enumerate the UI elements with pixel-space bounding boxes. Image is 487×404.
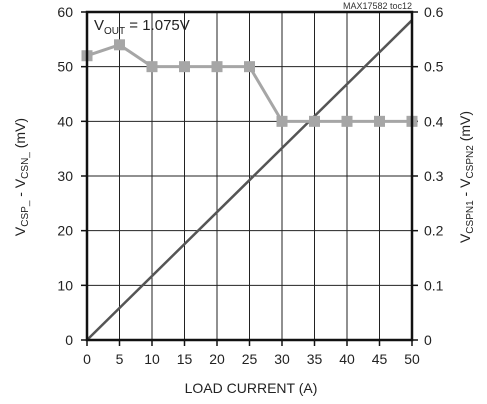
vout-annotation: VOUT = 1.075V xyxy=(94,17,190,37)
y2-tick-label: 0.2 xyxy=(424,223,444,239)
series-2-point xyxy=(146,61,158,73)
figure-id: MAX17582 toc12 xyxy=(343,1,412,11)
x-axis-title: LOAD CURRENT (A) xyxy=(185,380,318,396)
y2-tick-label: 0.4 xyxy=(424,113,444,129)
ylabel-mid: - V xyxy=(12,178,28,200)
y-axis-title: VCSP_ - VCSN_ (mV) xyxy=(12,118,31,236)
y2label-b-sub: CSPN2 xyxy=(465,145,476,179)
plot-frame xyxy=(85,10,414,342)
y-tick-label: 30 xyxy=(57,168,73,184)
annot-main: V xyxy=(94,17,104,34)
series-2-point xyxy=(341,115,353,127)
x-tick-label: 5 xyxy=(116,351,124,367)
y-tick-label: 60 xyxy=(57,4,73,20)
annot-sub: OUT xyxy=(104,26,125,37)
ylabel-b-sub: CSN_ xyxy=(20,152,31,179)
y2label-a: V xyxy=(457,233,473,243)
x-tick-label: 40 xyxy=(339,351,355,367)
series-2-point xyxy=(179,61,190,73)
y2-axis-title: VCSPN1 - VCSPN2 (mV) xyxy=(457,111,476,243)
y2label-end: (mV) xyxy=(457,111,473,145)
x-tick-label: 15 xyxy=(177,351,193,367)
series-2-point xyxy=(211,61,223,73)
x-tick-label: 0 xyxy=(83,351,91,367)
series-2-point xyxy=(114,39,125,51)
y-tick-label: 10 xyxy=(57,277,73,293)
tick-labels: 0 5 10 15 20 25 30 35 40 45 50010203040506000.10.2… xyxy=(57,4,443,367)
x-tick-label: 35 xyxy=(307,351,323,367)
y2-tick-label: 0 xyxy=(424,332,432,348)
series-2-point xyxy=(244,61,255,73)
y2-tick-label: 0.6 xyxy=(424,4,444,20)
ylabel-a-sub: CSP_ xyxy=(20,200,31,227)
x-tick-label: 45 xyxy=(372,351,388,367)
y-tick-label: 50 xyxy=(57,59,73,75)
y2label-mid: - V xyxy=(457,178,473,200)
series-2-point xyxy=(309,115,320,127)
ylabel-end: (mV) xyxy=(12,118,28,152)
y2-tick-label: 0.3 xyxy=(424,168,444,184)
series-2-point xyxy=(276,115,288,127)
annot-rest: = 1.075V xyxy=(125,17,190,34)
series-2-point xyxy=(374,115,385,127)
y2label-a-sub: CSPN1 xyxy=(465,200,476,234)
y-tick-label: 0 xyxy=(65,332,73,348)
y-tick-label: 40 xyxy=(57,113,73,129)
x-tick-label: 10 xyxy=(144,351,160,367)
y-tick-label: 20 xyxy=(57,223,73,239)
ylabel-a: V xyxy=(12,226,28,236)
x-tick-label: 20 xyxy=(209,351,225,367)
series-1-line xyxy=(86,19,413,341)
x-tick-label: 30 xyxy=(274,351,290,367)
y2-tick-label: 0.1 xyxy=(424,277,444,293)
y2-tick-label: 0.5 xyxy=(424,59,444,75)
x-tick-label: 50 xyxy=(404,351,420,367)
x-tick-label: 25 xyxy=(242,351,258,367)
